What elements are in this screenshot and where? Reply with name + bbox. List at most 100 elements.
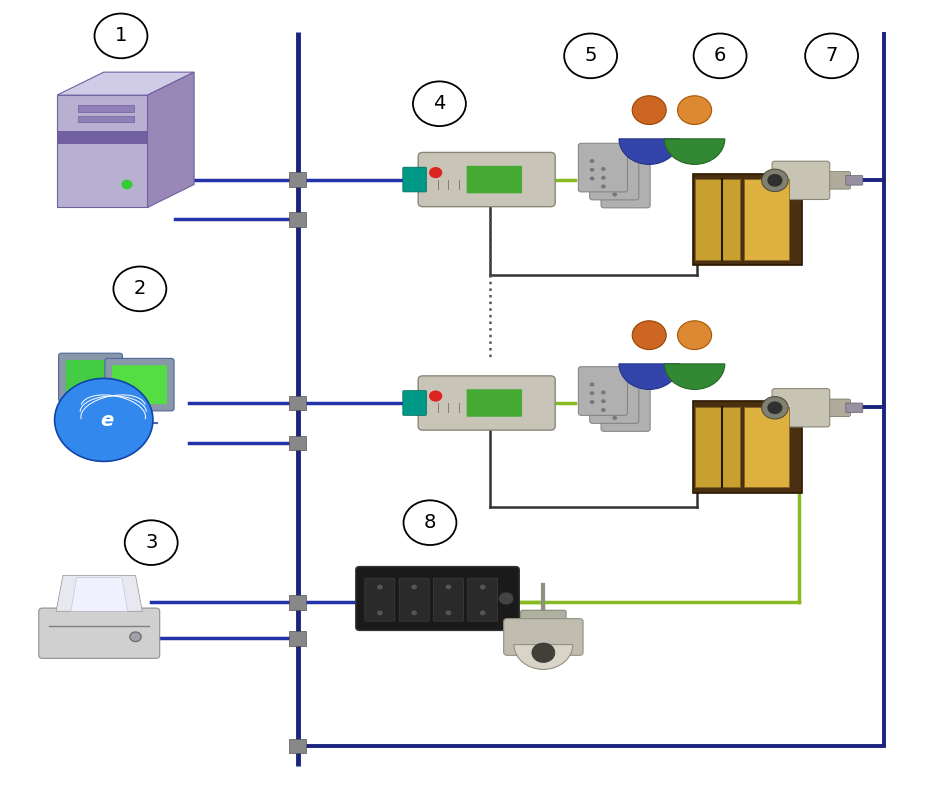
Circle shape — [94, 14, 147, 58]
Circle shape — [125, 520, 177, 565]
FancyBboxPatch shape — [771, 389, 829, 427]
Circle shape — [612, 416, 616, 420]
Text: 5: 5 — [583, 46, 597, 65]
Polygon shape — [57, 131, 147, 144]
Circle shape — [589, 382, 594, 386]
FancyBboxPatch shape — [466, 389, 521, 417]
Text: 2: 2 — [133, 279, 146, 298]
Circle shape — [113, 267, 166, 311]
FancyBboxPatch shape — [744, 406, 788, 488]
FancyBboxPatch shape — [589, 375, 638, 423]
Circle shape — [600, 176, 605, 180]
FancyBboxPatch shape — [466, 166, 521, 193]
FancyBboxPatch shape — [845, 403, 862, 413]
Polygon shape — [56, 575, 143, 611]
Text: 4: 4 — [432, 94, 446, 113]
FancyBboxPatch shape — [467, 579, 497, 621]
FancyBboxPatch shape — [402, 391, 426, 416]
Circle shape — [403, 500, 456, 545]
FancyBboxPatch shape — [503, 618, 582, 655]
Circle shape — [589, 176, 594, 180]
FancyBboxPatch shape — [578, 367, 627, 416]
Polygon shape — [71, 578, 127, 611]
Polygon shape — [77, 105, 134, 112]
FancyBboxPatch shape — [355, 567, 519, 630]
FancyBboxPatch shape — [825, 399, 850, 417]
Circle shape — [804, 34, 857, 78]
FancyBboxPatch shape — [771, 161, 829, 200]
Text: 1: 1 — [114, 26, 127, 45]
Polygon shape — [77, 116, 134, 122]
Circle shape — [600, 184, 605, 188]
Circle shape — [429, 167, 442, 178]
FancyBboxPatch shape — [105, 358, 174, 411]
FancyBboxPatch shape — [289, 631, 306, 646]
Polygon shape — [57, 95, 147, 207]
Circle shape — [632, 96, 666, 124]
FancyBboxPatch shape — [825, 172, 850, 189]
FancyBboxPatch shape — [845, 176, 862, 185]
Text: 8: 8 — [423, 513, 436, 532]
Circle shape — [761, 169, 787, 192]
Circle shape — [413, 81, 465, 126]
FancyBboxPatch shape — [66, 360, 114, 395]
FancyBboxPatch shape — [694, 179, 739, 260]
FancyBboxPatch shape — [578, 144, 627, 192]
Circle shape — [531, 643, 554, 662]
Text: 6: 6 — [713, 46, 726, 65]
Circle shape — [480, 585, 485, 590]
Wedge shape — [618, 139, 679, 164]
Wedge shape — [664, 364, 724, 389]
Circle shape — [411, 585, 416, 590]
Circle shape — [612, 192, 616, 196]
FancyBboxPatch shape — [364, 579, 395, 621]
Circle shape — [767, 401, 782, 414]
FancyBboxPatch shape — [289, 436, 306, 450]
Circle shape — [693, 34, 746, 78]
Polygon shape — [57, 72, 194, 95]
Circle shape — [446, 610, 451, 615]
FancyBboxPatch shape — [417, 376, 555, 430]
FancyBboxPatch shape — [289, 396, 306, 410]
FancyBboxPatch shape — [289, 212, 306, 227]
Circle shape — [612, 175, 616, 179]
Circle shape — [446, 585, 451, 590]
FancyBboxPatch shape — [692, 401, 801, 492]
FancyBboxPatch shape — [289, 172, 306, 187]
FancyBboxPatch shape — [694, 406, 739, 488]
Wedge shape — [514, 645, 572, 670]
Circle shape — [677, 321, 711, 350]
Circle shape — [612, 184, 616, 188]
FancyBboxPatch shape — [59, 354, 123, 401]
Circle shape — [129, 632, 141, 642]
Text: 3: 3 — [144, 533, 158, 552]
Circle shape — [589, 159, 594, 163]
Circle shape — [600, 408, 605, 412]
FancyBboxPatch shape — [600, 160, 649, 208]
Circle shape — [767, 174, 782, 187]
Text: 7: 7 — [824, 46, 837, 65]
FancyBboxPatch shape — [398, 579, 429, 621]
Circle shape — [377, 610, 382, 615]
FancyBboxPatch shape — [600, 383, 649, 431]
Circle shape — [498, 592, 514, 605]
Circle shape — [632, 321, 666, 350]
Circle shape — [761, 397, 787, 419]
Circle shape — [411, 610, 416, 615]
FancyBboxPatch shape — [433, 579, 463, 621]
Circle shape — [377, 585, 382, 590]
FancyBboxPatch shape — [402, 167, 426, 192]
Circle shape — [480, 610, 485, 615]
Circle shape — [589, 391, 594, 395]
FancyBboxPatch shape — [289, 595, 306, 610]
Polygon shape — [147, 72, 194, 207]
Circle shape — [589, 168, 594, 172]
Circle shape — [121, 180, 132, 189]
FancyBboxPatch shape — [744, 179, 788, 260]
Circle shape — [589, 400, 594, 404]
Circle shape — [600, 399, 605, 403]
FancyBboxPatch shape — [692, 174, 801, 266]
Circle shape — [429, 390, 442, 401]
FancyBboxPatch shape — [417, 152, 555, 207]
FancyBboxPatch shape — [39, 608, 160, 658]
